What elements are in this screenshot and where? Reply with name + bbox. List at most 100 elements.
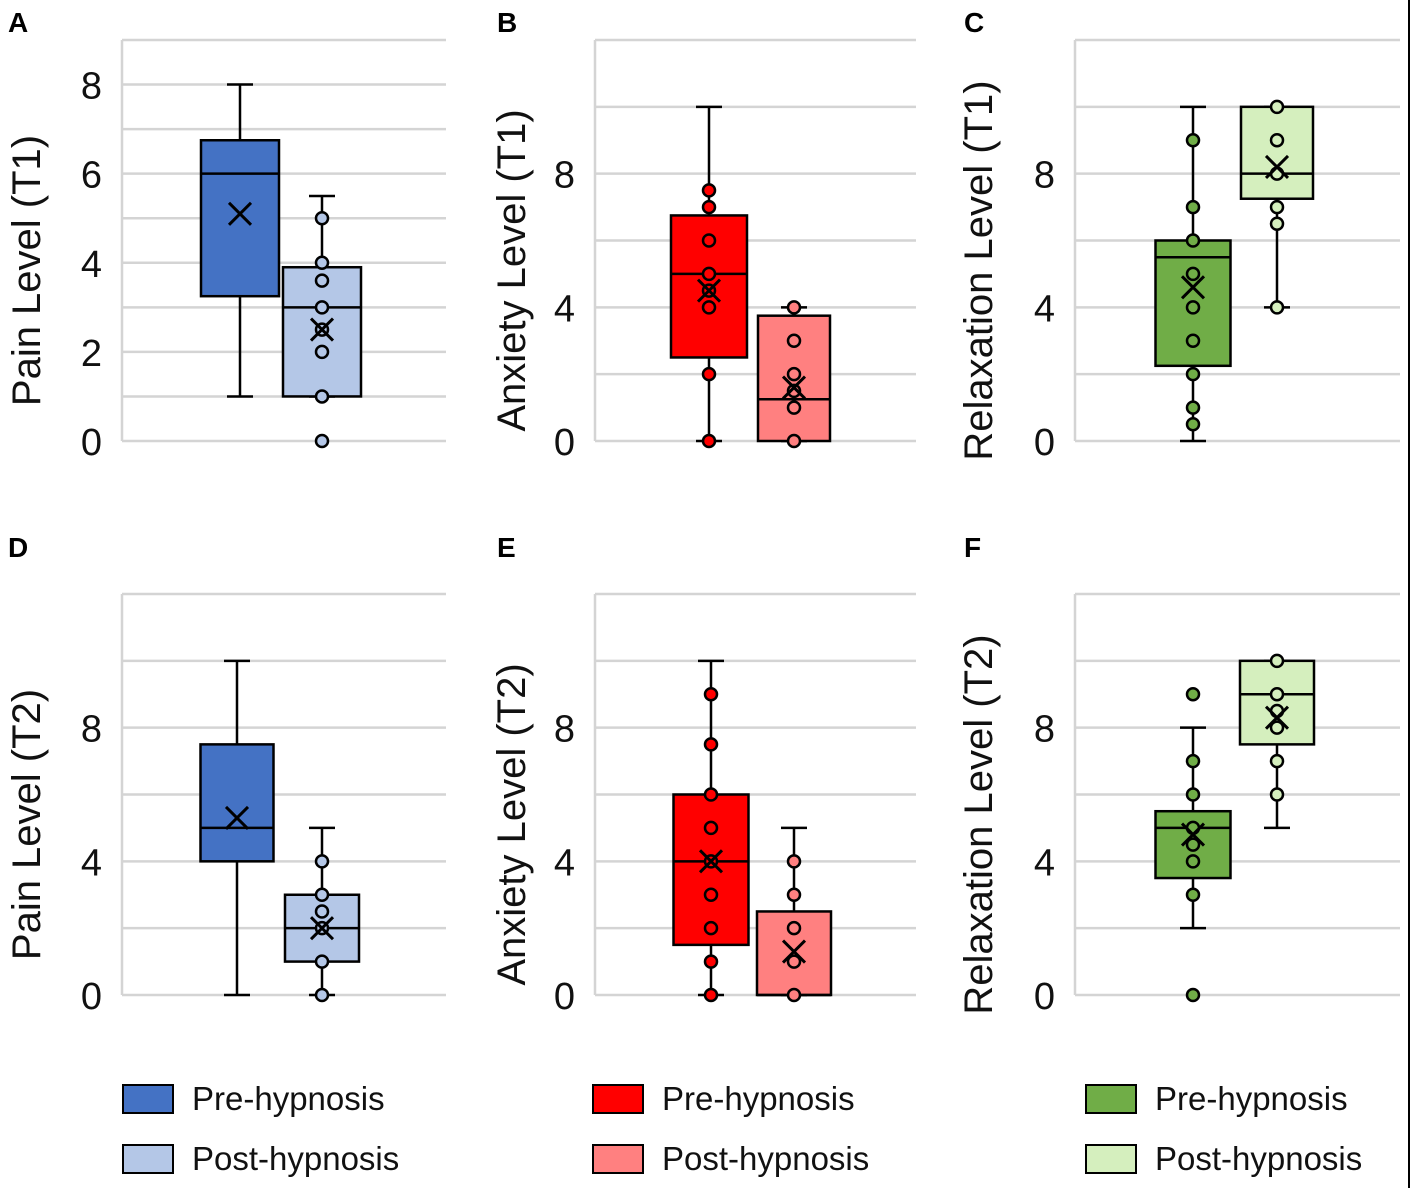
- box-post: [756, 300, 832, 449]
- mean-marker: [1180, 822, 1206, 847]
- data-point: [1269, 687, 1285, 702]
- y-tick-label: 2: [81, 333, 102, 375]
- legend-swatch-post: [1085, 1144, 1137, 1174]
- y-axis-title: Anxiety Level (T1): [490, 109, 534, 431]
- iqr-box: [199, 139, 281, 298]
- data-point: [314, 854, 330, 869]
- y-tick-label: 4: [554, 842, 575, 884]
- data-point: [703, 987, 719, 1003]
- mean-marker: [1180, 275, 1206, 300]
- legend-item-pre: Pre-hypnosis: [1085, 1080, 1348, 1118]
- data-point: [786, 300, 802, 315]
- data-point: [1269, 300, 1285, 315]
- mean-marker: [309, 317, 335, 342]
- legend-swatch-post: [122, 1144, 174, 1174]
- data-point: [1185, 687, 1201, 702]
- legend-item-pre: Pre-hypnosis: [122, 1080, 385, 1118]
- data-point: [1269, 787, 1285, 802]
- data-point: [1185, 753, 1201, 769]
- iqr-box: [672, 793, 750, 947]
- iqr-box: [199, 743, 275, 863]
- mean-marker: [309, 916, 335, 941]
- box-pre: [199, 83, 281, 398]
- legend-swatch-pre: [592, 1084, 644, 1114]
- mean-marker: [1264, 705, 1290, 730]
- iqr-box: [1239, 105, 1315, 200]
- data-point: [786, 854, 802, 869]
- legend-item-post: Post-hypnosis: [592, 1140, 869, 1178]
- mean-marker: [781, 939, 807, 964]
- data-point: [701, 266, 717, 282]
- y-tick-label: 4: [81, 244, 102, 286]
- box-pre: [1154, 687, 1232, 1003]
- data-point: [1185, 837, 1201, 852]
- panel-letter: A: [8, 7, 28, 38]
- data-point: [314, 954, 330, 969]
- data-point: [701, 300, 717, 315]
- data-point: [786, 400, 802, 415]
- legend-swatch-pre: [122, 1084, 174, 1114]
- y-tick-label: 0: [1034, 422, 1055, 464]
- y-tick-label: 4: [1034, 842, 1055, 884]
- mean-marker: [227, 201, 253, 226]
- y-axis-title: Anxiety Level (T2): [490, 663, 534, 985]
- mean-marker: [698, 849, 724, 874]
- data-point: [701, 366, 717, 382]
- data-point: [314, 210, 330, 226]
- data-point: [1185, 887, 1201, 902]
- mean-marker: [1264, 154, 1290, 180]
- data-point: [703, 687, 719, 702]
- y-tick-label: 8: [554, 709, 575, 751]
- data-point: [701, 199, 717, 215]
- box-pre: [1154, 105, 1232, 443]
- data-point: [314, 389, 330, 404]
- data-point: [1185, 854, 1201, 869]
- data-point: [314, 904, 330, 919]
- y-tick-label: 8: [81, 66, 102, 108]
- data-point: [1185, 300, 1201, 315]
- box-pre: [669, 105, 749, 449]
- y-tick-label: 4: [1034, 288, 1055, 330]
- data-point: [1185, 266, 1201, 282]
- data-point: [1185, 233, 1201, 248]
- legend-label-post: Post-hypnosis: [1155, 1140, 1363, 1177]
- data-point: [786, 887, 802, 902]
- data-point: [1185, 417, 1201, 432]
- data-point: [786, 920, 802, 936]
- y-tick-label: 4: [554, 288, 575, 330]
- panel-letter: B: [497, 7, 517, 38]
- legend-item-post: Post-hypnosis: [122, 1140, 399, 1178]
- legend-label-pre: Pre-hypnosis: [192, 1080, 385, 1117]
- y-tick-label: 0: [554, 422, 575, 464]
- y-tick-label: 0: [554, 976, 575, 1018]
- panel-f: 0 4 8 Relaxation Level (T2) F: [957, 532, 1400, 1018]
- data-point: [314, 300, 330, 315]
- legend-swatch-pre: [1085, 1084, 1137, 1114]
- box-post: [755, 826, 833, 1003]
- y-tick-label: 0: [81, 422, 102, 464]
- panel-letter: C: [964, 7, 984, 38]
- data-point: [1269, 653, 1285, 669]
- data-point: [786, 954, 802, 969]
- y-tick-label: 8: [1034, 155, 1055, 197]
- data-point: [786, 987, 802, 1003]
- data-point: [701, 233, 717, 248]
- data-point: [703, 787, 719, 802]
- legend-label-post: Post-hypnosis: [662, 1140, 870, 1177]
- data-point: [701, 433, 717, 449]
- panel-b: 0 4 8 Anxiety Level (T1) B: [490, 7, 916, 464]
- data-point: [1269, 720, 1285, 735]
- data-point: [1269, 216, 1285, 232]
- data-point: [786, 433, 802, 449]
- box-pre: [672, 659, 750, 1003]
- data-point: [1185, 199, 1201, 215]
- data-point: [703, 920, 719, 936]
- data-point: [1269, 133, 1285, 148]
- panel-e: 0 4 8 Anxiety Level (T2) E: [490, 532, 916, 1018]
- data-point: [1269, 99, 1285, 115]
- data-point: [314, 255, 330, 271]
- data-point: [1269, 199, 1285, 215]
- data-point: [1269, 753, 1285, 769]
- box-post: [281, 194, 363, 449]
- data-point: [1185, 987, 1201, 1003]
